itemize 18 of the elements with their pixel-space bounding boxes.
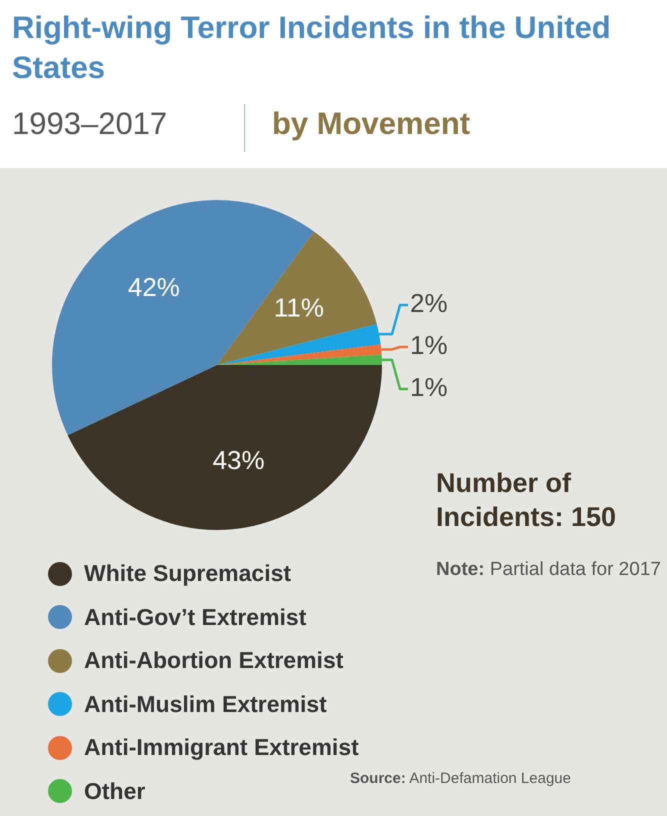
data-label: 42% bbox=[128, 272, 180, 302]
legend-label: Anti-Immigrant Extremist bbox=[83, 733, 359, 762]
data-label: 2% bbox=[410, 288, 448, 318]
data-label: 1% bbox=[410, 372, 448, 402]
legend-label: Other bbox=[84, 778, 146, 804]
chart-title: Right-wing Terror Incidents in the United States bbox=[12, 9, 612, 87]
source-note: Source: Anti-Defamation League bbox=[350, 770, 572, 787]
chart-subtitle: 1993–2017 bbox=[12, 106, 168, 142]
data-label: 11% bbox=[274, 292, 324, 323]
text: by Movement bbox=[272, 106, 470, 142]
data-label: 43% bbox=[212, 444, 265, 475]
legend-label: White Supremacist bbox=[83, 559, 292, 588]
legend-label: Anti-Gov’t Extremist bbox=[83, 602, 308, 632]
legend-label: Anti-Muslim Extremist bbox=[83, 690, 328, 719]
text: Number of Incidents: 150 bbox=[436, 467, 618, 534]
text: Note: Partial data for 2017 bbox=[436, 558, 661, 582]
data-label: 1% bbox=[410, 330, 448, 360]
legend-label: Anti-Abortion Extremist bbox=[83, 646, 344, 676]
